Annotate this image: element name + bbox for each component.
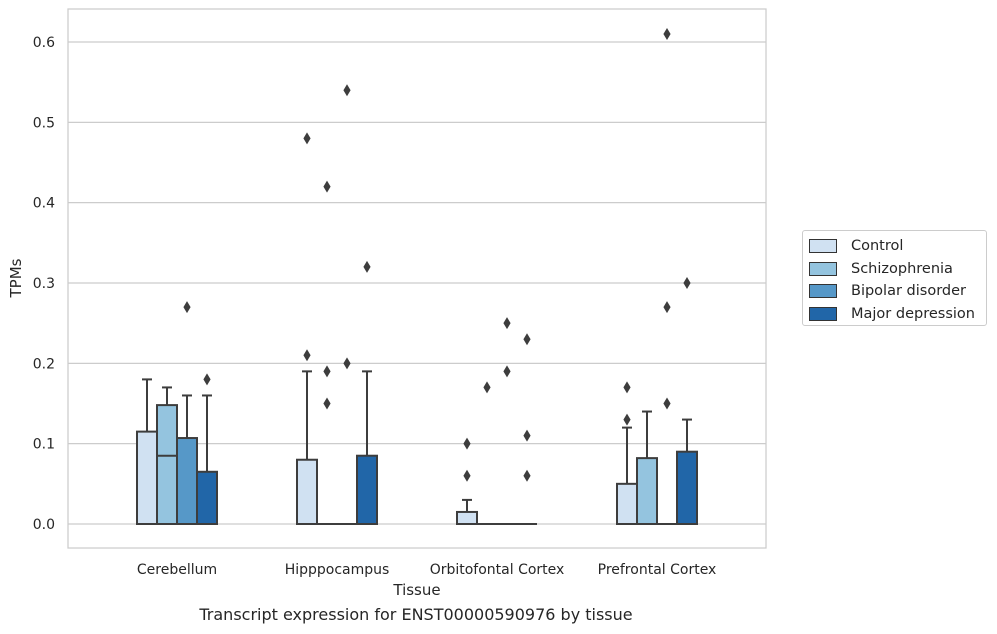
x-axis-ticks: Cerebellum Hipppocampus Orbitofontal Corte… (137, 562, 716, 578)
y-tick-label: 0.0 (33, 517, 55, 533)
outlier-point (663, 301, 671, 314)
outlier-point (523, 333, 531, 346)
box-schizophrenia-3 (636, 410, 658, 526)
legend-label: Bipolar disorder (851, 283, 966, 299)
outlier-point (663, 397, 671, 410)
y-axis-label: TPMs (7, 258, 25, 298)
y-tick-label: 0.1 (33, 437, 55, 453)
outlier-point (683, 277, 691, 289)
box (136, 430, 158, 525)
outlier-point (483, 381, 491, 394)
outlier-point (503, 365, 511, 378)
box (296, 458, 318, 526)
x-tick-label: Orbitofontal Cortex (430, 562, 565, 578)
box-control-0 (136, 378, 158, 525)
box (456, 510, 478, 526)
outlier-point (623, 413, 631, 426)
outlier-point (323, 180, 331, 193)
x-axis-label: Tissue (392, 581, 440, 599)
box-control-2 (456, 437, 478, 526)
box-bipolar-disorder-1 (337, 84, 357, 525)
legend-item: Schizophrenia (809, 259, 953, 279)
outlier-point (663, 27, 671, 40)
box-major-depression-2 (517, 333, 537, 525)
legend-label: Major depression (851, 305, 975, 322)
legend-item: Major depression (809, 304, 975, 324)
outlier-point (523, 469, 531, 482)
box-bipolar-disorder-3 (657, 27, 677, 525)
box (356, 454, 378, 526)
y-tick-label: 0.5 (33, 115, 55, 131)
legend-swatch (809, 261, 837, 276)
outlier-point (523, 429, 531, 442)
y-tick-label: 0.2 (33, 356, 55, 372)
y-tick-label: 0.4 (33, 196, 55, 212)
outlier-point (323, 365, 331, 378)
y-tick-label: 0.6 (33, 35, 55, 51)
x-tick-label: Prefrontal Cortex (598, 562, 717, 578)
box-bipolar-disorder-0 (176, 301, 198, 525)
box-schizophrenia-2 (477, 381, 497, 525)
x-tick-label: Cerebellum (137, 562, 217, 578)
legend-label: Schizophrenia (851, 260, 953, 277)
plot-frame (67, 8, 767, 549)
plot-marks (136, 27, 698, 526)
outlier-point (503, 317, 511, 330)
outlier-point (323, 397, 331, 410)
box-control-1 (296, 132, 318, 526)
outlier-point (463, 469, 471, 482)
box-control-3 (616, 381, 638, 526)
outlier-point (623, 381, 631, 394)
box-schizophrenia-0 (156, 386, 178, 525)
chart-caption: Transcript expression for ENST0000059097… (199, 605, 633, 624)
legend-swatch (809, 306, 837, 321)
box-major-depression-3 (676, 277, 698, 526)
box-schizophrenia-1 (317, 180, 337, 525)
box (176, 437, 198, 525)
outlier-point (343, 357, 351, 370)
box (196, 470, 218, 525)
legend-item: Bipolar disorder (809, 281, 966, 301)
legend-swatch (809, 239, 837, 253)
y-axis-ticks: 0.0 0.1 0.2 0.3 0.4 0.5 0.6 (33, 35, 55, 533)
box-bipolar-disorder-2 (497, 317, 517, 525)
box (616, 482, 638, 526)
box (636, 457, 658, 526)
x-tick-label: Hipppocampus (285, 562, 390, 578)
legend: Control Schizophrenia Bipolar disorder Majo… (802, 230, 987, 326)
legend-item: Control (809, 236, 903, 256)
outlier-point (303, 132, 311, 145)
box-major-depression-0 (196, 373, 218, 525)
legend-label: Control (851, 238, 904, 254)
outlier-point (463, 437, 471, 450)
box (156, 404, 178, 525)
outlier-point (203, 373, 211, 386)
y-tick-label: 0.3 (33, 276, 55, 292)
outlier-point (183, 301, 191, 314)
outlier-point (303, 349, 311, 362)
box (676, 450, 698, 526)
legend-swatch (809, 284, 837, 298)
outlier-point (363, 260, 371, 273)
box-major-depression-1 (356, 260, 378, 526)
outlier-point (343, 84, 351, 97)
